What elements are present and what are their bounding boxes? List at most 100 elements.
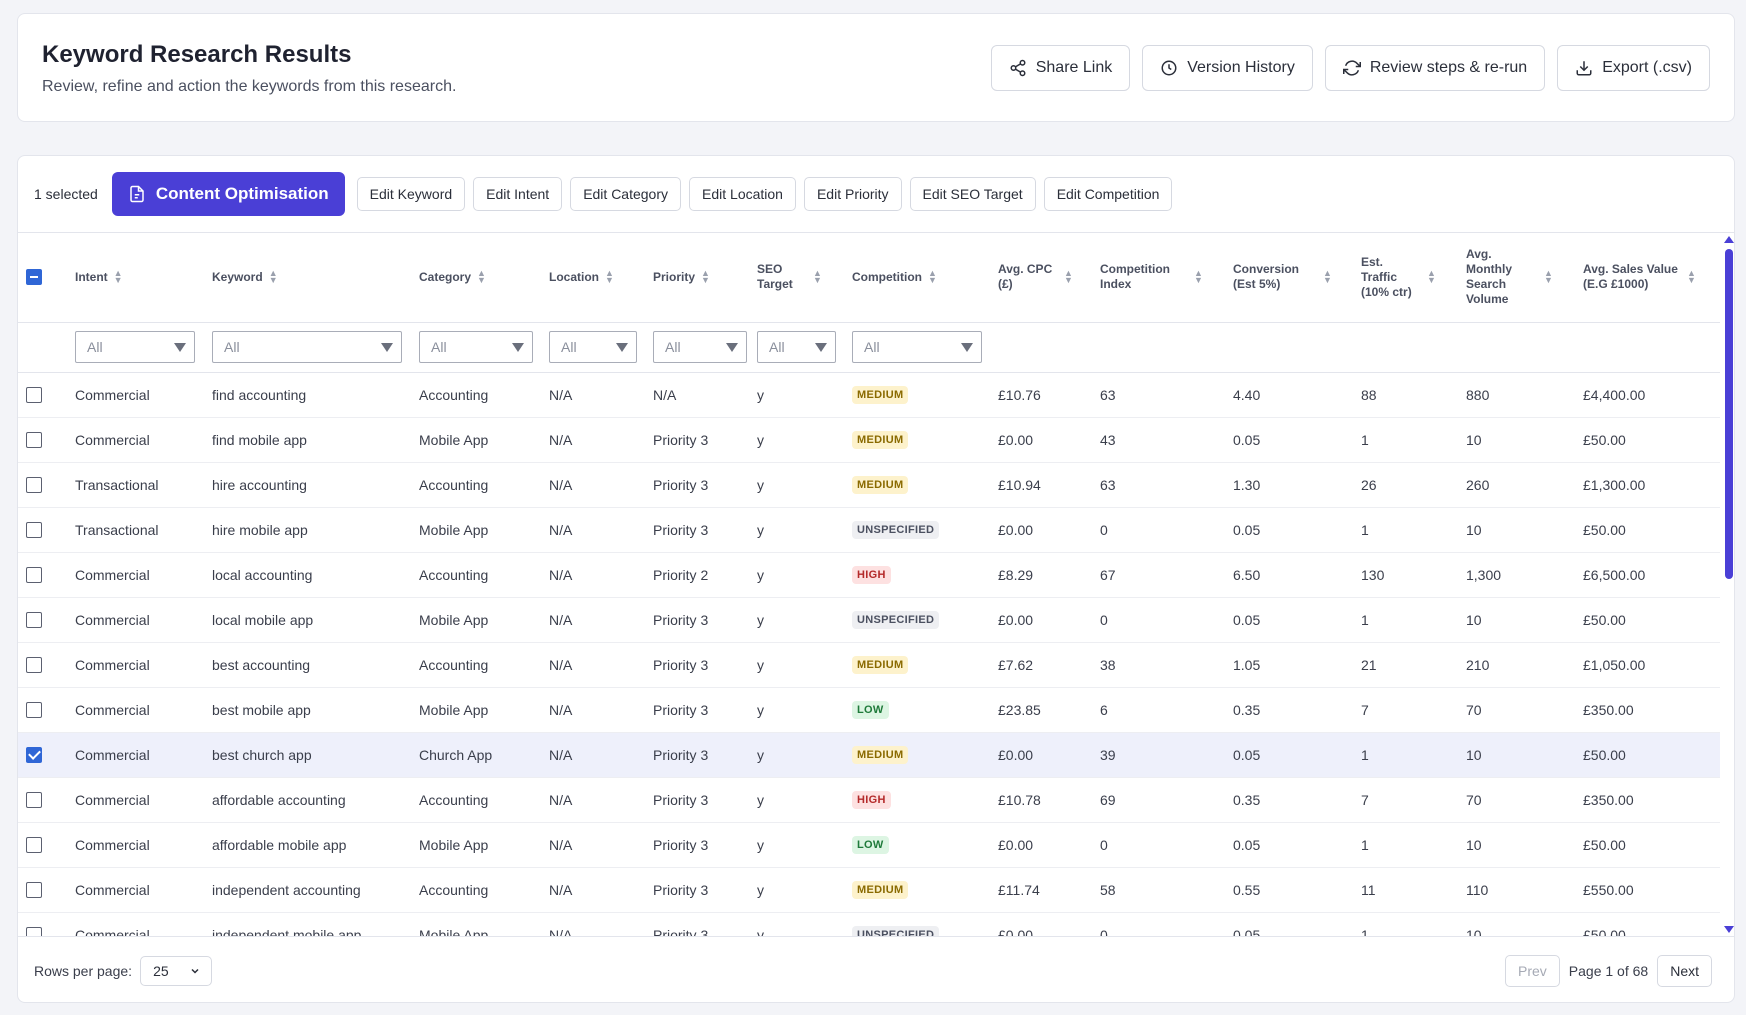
col-volume[interactable]: Avg. Monthly Search Volume ▲ ▼ <box>1458 233 1575 323</box>
row-checkbox[interactable] <box>26 837 42 854</box>
cell-comp-index: 39 <box>1092 732 1225 778</box>
competition-badge: MEDIUM <box>852 431 909 449</box>
table-row[interactable]: Commercial independent mobile app Mobile A… <box>18 912 1720 936</box>
col-sales[interactable]: Avg. Sales Value (E.G £1000) ▲ ▼ <box>1575 233 1720 323</box>
cell-competition: UNSPECIFIED <box>844 912 990 936</box>
results-table-card: 1 selected Content Optimisation Edit Key… <box>17 155 1735 1003</box>
cell-intent: Commercial <box>67 417 204 463</box>
filter-priority-select[interactable]: All <box>653 331 747 363</box>
cell-keyword: hire mobile app <box>204 507 411 553</box>
row-checkbox[interactable] <box>26 927 42 936</box>
col-seo-target[interactable]: SEO Target ▲ ▼ <box>749 233 844 323</box>
cell-comp-index: 63 <box>1092 462 1225 508</box>
cell-traffic: 7 <box>1353 687 1458 733</box>
scroll-thumb[interactable] <box>1725 249 1733 579</box>
col-intent[interactable]: Intent ▲ ▼ <box>67 233 204 323</box>
col-traffic[interactable]: Est. Traffic (10% ctr) ▲ ▼ <box>1353 233 1458 323</box>
table-row[interactable]: Commercial find mobile app Mobile App N/A Pr… <box>18 417 1720 463</box>
col-comp-index[interactable]: Competition Index ▲ ▼ <box>1092 233 1225 323</box>
version-history-button[interactable]: Version History <box>1142 45 1313 91</box>
cell-conversion: 4.40 <box>1225 372 1353 418</box>
cell-cpc: £10.94 <box>990 462 1092 508</box>
cell-sales: £50.00 <box>1575 507 1720 553</box>
row-checkbox[interactable] <box>26 657 42 674</box>
row-checkbox[interactable] <box>26 477 42 494</box>
row-checkbox[interactable] <box>26 387 42 404</box>
filter-keyword-select[interactable]: All <box>212 331 402 363</box>
col-competition[interactable]: Competition ▲ ▼ <box>844 233 990 323</box>
table-row[interactable]: Commercial local mobile app Mobile App N/A P… <box>18 597 1720 643</box>
table-row[interactable]: Commercial best mobile app Mobile App N/A Pr… <box>18 687 1720 733</box>
cell-location: N/A <box>541 552 645 598</box>
cell-category: Mobile App <box>411 687 541 733</box>
filter-seo-target-select[interactable]: All <box>757 331 836 363</box>
scroll-up-arrow-icon[interactable] <box>1724 236 1734 243</box>
row-checkbox[interactable] <box>26 792 42 809</box>
edit-location-button[interactable]: Edit Location <box>689 177 796 211</box>
table-row[interactable]: Commercial best accounting Accounting N/A Pr… <box>18 642 1720 688</box>
competition-badge: LOW <box>852 701 889 719</box>
select-all-checkbox[interactable] <box>26 269 42 286</box>
prev-page-button[interactable]: Prev <box>1505 954 1560 987</box>
row-checkbox[interactable] <box>26 432 42 449</box>
edit-category-button[interactable]: Edit Category <box>570 177 682 211</box>
edit-intent-button[interactable]: Edit Intent <box>473 177 563 211</box>
rows-per-page-select[interactable]: 25 <box>140 955 213 986</box>
table-row[interactable]: Transactional hire mobile app Mobile App N/… <box>18 507 1720 553</box>
cell-traffic: 88 <box>1353 372 1458 418</box>
next-page-button[interactable]: Next <box>1657 954 1712 987</box>
page-info: Page 1 of 68 <box>1568 962 1649 979</box>
content-optimisation-button[interactable]: Content Optimisation <box>111 172 345 216</box>
table-row[interactable]: Transactional hire accounting Accounting N/… <box>18 462 1720 508</box>
edit-priority-button[interactable]: Edit Priority <box>803 177 902 211</box>
review-rerun-button[interactable]: Review steps & re-run <box>1324 45 1546 91</box>
filter-category-select[interactable]: All <box>419 331 533 363</box>
vertical-scrollbar[interactable] <box>1723 233 1734 936</box>
col-location[interactable]: Location ▲ ▼ <box>541 233 645 323</box>
row-select-cell <box>18 867 67 913</box>
table-row[interactable]: Commercial affordable accounting Accountin… <box>18 777 1720 823</box>
edit-keyword-button[interactable]: Edit Keyword <box>356 177 466 211</box>
col-keyword[interactable]: Keyword ▲ ▼ <box>204 233 411 323</box>
row-checkbox[interactable] <box>26 702 42 719</box>
cell-category: Accounting <box>411 372 541 418</box>
cell-seo: y <box>749 417 844 463</box>
cell-seo: y <box>749 777 844 823</box>
filter-competition-select[interactable]: All <box>852 331 982 363</box>
results-table: Intent ▲ ▼ Keyword ▲ ▼ Category ▲ ▼ Location ▲ ▼… <box>18 233 1720 936</box>
cell-intent: Commercial <box>67 552 204 598</box>
cell-competition: MEDIUM <box>844 732 990 778</box>
filter-location-select[interactable]: All <box>549 331 637 363</box>
cell-volume: 210 <box>1458 642 1575 688</box>
col-cpc[interactable]: Avg. CPC (£) ▲ ▼ <box>990 233 1092 323</box>
cell-sales: £350.00 <box>1575 687 1720 733</box>
col-conversion[interactable]: Conversion (Est 5%) ▲ ▼ <box>1225 233 1353 323</box>
table-row[interactable]: Commercial local accounting Accounting N/A P… <box>18 552 1720 598</box>
col-category[interactable]: Category ▲ ▼ <box>411 233 541 323</box>
cell-keyword: independent mobile app <box>204 912 411 936</box>
edit-competition-button[interactable]: Edit Competition <box>1043 177 1173 211</box>
cell-cpc: £0.00 <box>990 507 1092 553</box>
share-link-button[interactable]: Share Link <box>990 45 1131 91</box>
cell-conversion: 0.05 <box>1225 507 1353 553</box>
row-checkbox[interactable] <box>26 747 42 764</box>
row-checkbox[interactable] <box>26 882 42 899</box>
cell-intent: Commercial <box>67 687 204 733</box>
table-row[interactable]: Commercial best church app Church App N/A Pr… <box>18 732 1720 778</box>
row-checkbox[interactable] <box>26 522 42 539</box>
table-row[interactable]: Commercial independent accounting Accounti… <box>18 867 1720 913</box>
export-csv-button[interactable]: Export (.csv) <box>1557 45 1710 91</box>
filter-intent-select[interactable]: All <box>75 331 195 363</box>
col-volume-label: Avg. Monthly Search Volume <box>1466 247 1512 307</box>
cell-cpc: £0.00 <box>990 822 1092 868</box>
scroll-down-arrow-icon[interactable] <box>1724 926 1734 933</box>
selected-count: 1 selected <box>34 186 98 202</box>
row-checkbox[interactable] <box>26 612 42 629</box>
row-checkbox[interactable] <box>26 567 42 584</box>
row-select-cell <box>18 552 67 598</box>
table-row[interactable]: Commercial affordable mobile app Mobile Ap… <box>18 822 1720 868</box>
col-priority[interactable]: Priority ▲ ▼ <box>645 233 749 323</box>
cell-sales: £50.00 <box>1575 732 1720 778</box>
table-row[interactable]: Commercial find accounting Accounting N/A N/… <box>18 372 1720 418</box>
edit-seo-target-button[interactable]: Edit SEO Target <box>909 177 1036 211</box>
